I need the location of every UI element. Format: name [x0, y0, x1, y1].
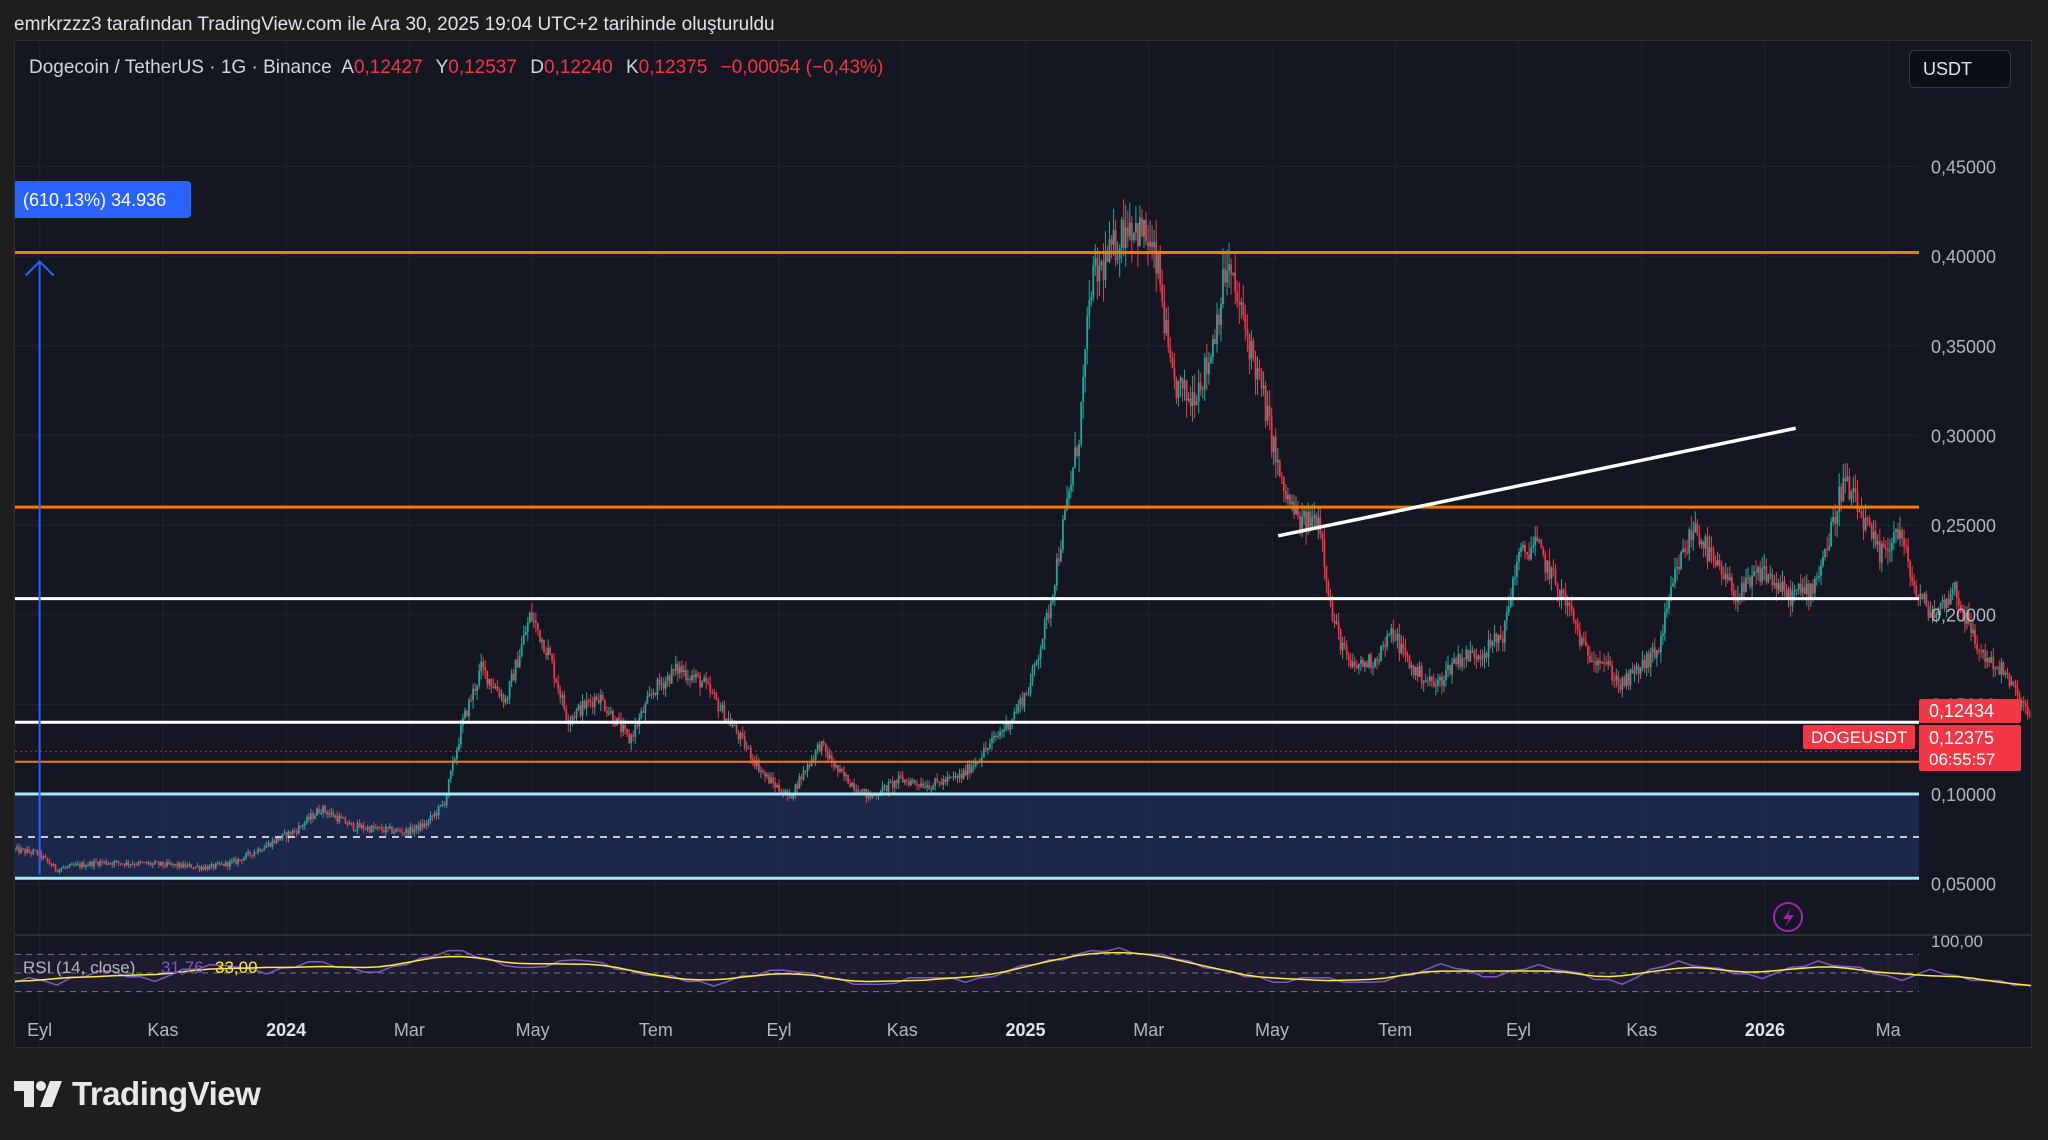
x-tick-label-4: May [516, 1020, 550, 1040]
price-chart[interactable]: (610,13%) 34.9360,050000,100000,150000,2… [15, 41, 2031, 1047]
y-tick-label-8: 0,45000 [1931, 157, 1996, 177]
snapshot-caption: emrkrzzz3 tarafından TradingView.com ile… [14, 14, 775, 35]
price-tag-2: 0,12375 [1929, 728, 1994, 748]
rsi-value: 31,76 [161, 958, 204, 977]
low-label: D [530, 57, 544, 78]
up-candles-bodies [15, 217, 2031, 872]
high-label: Y [435, 57, 449, 78]
measure-label: (610,13%) 34.936 [23, 190, 166, 210]
close-label: K [625, 57, 639, 78]
x-tick-label-7: Kas [887, 1020, 918, 1040]
x-tick-label-10: May [1255, 1020, 1289, 1040]
symbol-title[interactable]: Dogecoin / TetherUS · 1G · Binance [29, 57, 332, 78]
tradingview-logo-icon [14, 1081, 62, 1107]
price-tag-2-box [1919, 725, 2021, 771]
low-value: 0,12240 [543, 57, 613, 78]
x-tick-label-1: Kas [147, 1020, 178, 1040]
x-tick-label-2: 2024 [266, 1020, 306, 1040]
x-tick-label-12: Eyl [1506, 1020, 1531, 1040]
down-candles-bodies [18, 217, 2031, 872]
up-candles-wicks [15, 202, 2023, 875]
y-tick-label-1: 0,10000 [1931, 785, 1996, 805]
countdown: 06:55:57 [1929, 750, 1995, 769]
x-tick-label-13: Kas [1626, 1020, 1657, 1040]
open-label: A [341, 57, 354, 78]
lightning-icon [1773, 902, 1803, 932]
x-tick-label-5: Tem [639, 1020, 673, 1040]
y-tick-label-6: 0,35000 [1931, 337, 1996, 357]
close-value: 0,12375 [638, 57, 708, 78]
symbol-legend[interactable]: Dogecoin / TetherUS · 1G · Binance A0,12… [29, 57, 891, 79]
lightning-icon-glyph [1783, 908, 1794, 927]
chart-panel[interactable]: (610,13%) 34.9360,050000,100000,150000,2… [14, 40, 2032, 1048]
rsi-label: RSI (14, close) [23, 958, 135, 977]
x-tick-label-15: Ma [1876, 1020, 1902, 1040]
measure-label-box [15, 181, 191, 218]
x-tick-label-6: Eyl [767, 1020, 792, 1040]
y-tick-label-4: 0,25000 [1931, 516, 1996, 536]
price-tag-1-box [1919, 699, 2021, 723]
currency-button[interactable]: USDT [1909, 50, 2011, 88]
tradingview-brand: TradingView [72, 1075, 261, 1112]
high-value: 0,12537 [448, 57, 517, 78]
rsi-ma-value: 33,00 [215, 958, 258, 977]
x-tick-label-9: Mar [1133, 1020, 1164, 1040]
rsi-ma-line [15, 951, 2031, 987]
change-value: −0,00054 (−0,43%) [720, 57, 884, 78]
price-tag-1: 0,12434 [1929, 701, 1994, 721]
tradingview-logo: TradingView [14, 1075, 261, 1113]
symbol-tag-box [1803, 725, 1915, 749]
x-tick-label-14: 2026 [1745, 1020, 1785, 1040]
rsi-top-label: 100,00 [1931, 932, 1983, 951]
rising-trendline [1277, 426, 1797, 538]
x-tick-label-8: 2025 [1006, 1020, 1046, 1040]
y-tick-label-0: 0,05000 [1931, 875, 1996, 895]
x-tick-label-11: Tem [1378, 1020, 1412, 1040]
y-tick-label-5: 0,30000 [1931, 426, 1996, 446]
x-tick-label-3: Mar [394, 1020, 425, 1040]
y-tick-label-7: 0,40000 [1931, 247, 1996, 267]
measure-arrow-icon [24, 260, 55, 277]
y-tick-label-3: 0,20000 [1931, 606, 1996, 626]
demand-zone [15, 793, 1919, 879]
x-tick-label-0: Eyl [27, 1020, 52, 1040]
symbol-tag: DOGEUSDT [1811, 728, 1907, 747]
open-value: 0,12427 [353, 57, 423, 78]
